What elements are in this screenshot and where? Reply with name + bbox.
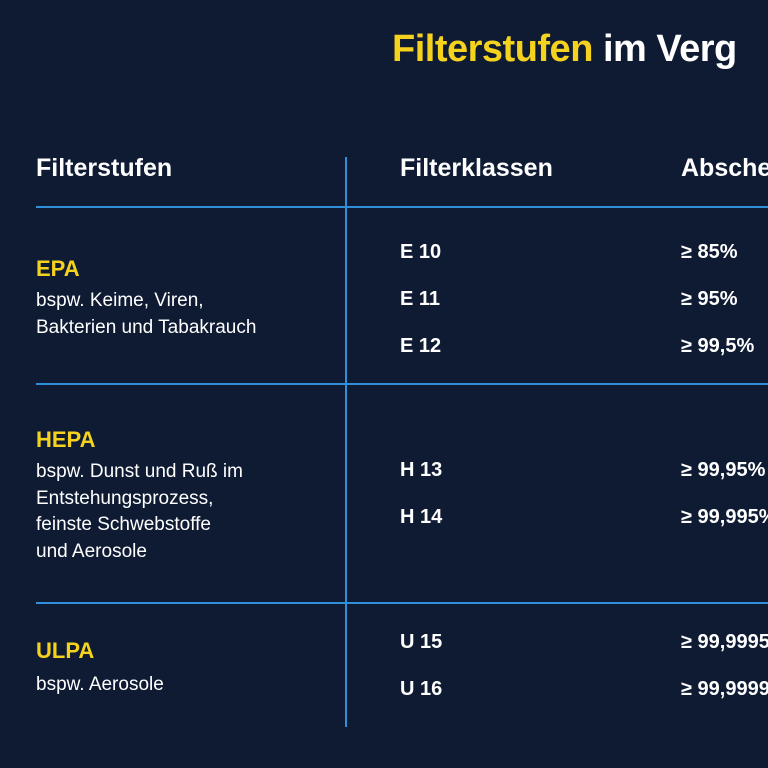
group-desc-line: und Aerosole [36, 540, 147, 562]
page-title: Filterstufen im Verg [392, 28, 737, 71]
group-desc-ulpa: bspw. Aerosole [36, 672, 164, 699]
filter-class-e12: E 12 [400, 335, 442, 357]
group-desc-line: bspw. Aerosole [36, 674, 164, 695]
group-name-hepa: HEPA [36, 427, 96, 452]
efficiency-e12: ≥ 99,5% [681, 335, 755, 357]
row-divider-epa-hepa [36, 383, 768, 385]
filter-class-h13: H 13 [400, 459, 443, 481]
efficiency-u15: ≥ 99,9995% [681, 631, 768, 653]
group-desc-line: Bakterien und Tabakrauch [36, 316, 257, 338]
filter-class-u15: U 15 [400, 631, 443, 653]
row-divider-hepa-ulpa [36, 602, 768, 604]
header-divider [36, 206, 768, 208]
header-filterklassen: Filterklassen [400, 154, 553, 182]
efficiency-h14: ≥ 99,995% [681, 506, 768, 528]
filter-class-e10: E 10 [400, 241, 442, 263]
group-name-epa: EPA [36, 256, 80, 281]
filter-class-u16: U 16 [400, 678, 443, 700]
efficiency-e11: ≥ 95% [681, 288, 738, 310]
group-name-ulpa: ULPA [36, 638, 95, 663]
column-divider [345, 157, 347, 727]
header-abscheidegrad: Absche [681, 154, 768, 182]
title-accent: Filterstufen [392, 28, 593, 70]
group-desc-line: Entstehungsprozess, [36, 487, 214, 509]
group-desc-line: bspw. Dunst und Ruß im [36, 461, 243, 482]
title-rest: im Verg [592, 28, 737, 70]
group-desc-line: feinste Schwebstoffe [36, 514, 211, 535]
efficiency-u16: ≥ 99,99995% [681, 678, 768, 700]
filter-class-e11: E 11 [400, 288, 441, 310]
group-desc-line: bspw. Keime, Viren, [36, 290, 204, 311]
group-desc-hepa: bspw. Dunst und Ruß im Entstehungsprozes… [36, 459, 243, 565]
efficiency-e10: ≥ 85% [681, 241, 738, 263]
header-filterstufen: Filterstufen [36, 154, 173, 182]
efficiency-h13: ≥ 99,95% [681, 459, 766, 481]
filter-class-h14: H 14 [400, 506, 443, 528]
group-desc-epa: bspw. Keime, Viren, Bakterien und Tabakr… [36, 288, 256, 341]
